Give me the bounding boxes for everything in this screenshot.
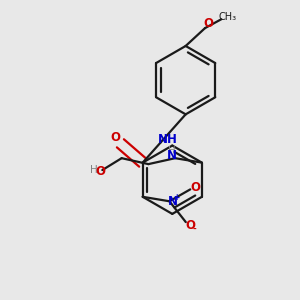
Text: O: O [185, 219, 196, 232]
Text: NH: NH [158, 134, 178, 146]
Text: CH₃: CH₃ [219, 12, 237, 22]
Text: H: H [90, 165, 98, 175]
Text: N: N [167, 149, 177, 162]
Text: O: O [110, 131, 120, 145]
Text: O: O [190, 182, 201, 194]
Text: H: H [168, 146, 176, 156]
Text: -: - [193, 225, 196, 234]
Text: O: O [203, 17, 213, 30]
Text: +: + [173, 193, 180, 202]
Text: O: O [95, 165, 105, 178]
Text: N: N [167, 195, 177, 208]
